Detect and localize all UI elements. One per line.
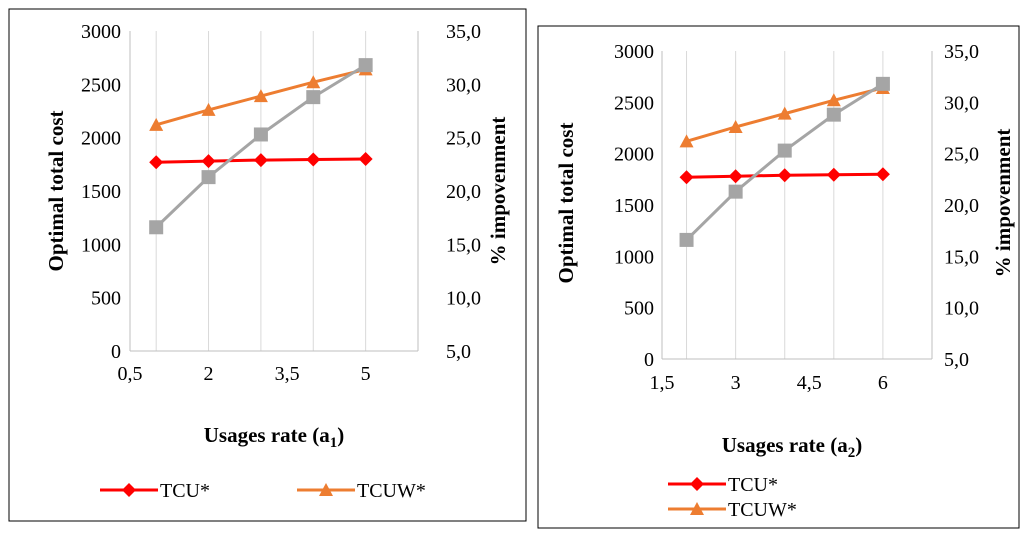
- data-point: [777, 143, 792, 158]
- y2-tick-label: 10,0: [446, 288, 481, 310]
- data-point: [777, 106, 792, 120]
- y-axis-title: Optimal total cost: [44, 111, 68, 272]
- y-tick-label: 2000: [81, 128, 121, 150]
- series-1: [149, 152, 373, 170]
- data-point: [358, 58, 373, 73]
- y-tick-label: 0: [644, 349, 654, 371]
- y2-axis-title: % impovenment: [486, 117, 510, 266]
- legend-marker: [319, 483, 333, 496]
- data-point: [826, 93, 841, 107]
- series-2: [149, 62, 373, 131]
- legend-label: TCU*: [728, 474, 778, 496]
- y-tick-label: 1000: [81, 234, 121, 256]
- data-point: [826, 167, 841, 182]
- y2-tick-label: 35,0: [446, 21, 481, 43]
- y2-tick-label: 20,0: [944, 195, 979, 217]
- y2-tick-label: 5,0: [446, 341, 471, 363]
- legend-item: TCU*: [668, 474, 778, 496]
- y2-tick-label: 30,0: [944, 92, 979, 114]
- x-axis-title: Usages rate (a1): [204, 423, 344, 451]
- chart-panel-2: 0 500 1000 1500 2000 2500 3000 5,0 10,0 15,0 20,0 2…: [537, 25, 1020, 529]
- y2-tick-label: 20,0: [446, 181, 481, 203]
- y-tick-label: 500: [91, 288, 121, 310]
- x-axis-title: Usages rate (a2): [722, 433, 862, 461]
- y-axis-title: Optimal total cost: [554, 123, 578, 284]
- y-tick-label: 2500: [81, 74, 121, 96]
- data-point: [679, 134, 694, 148]
- data-point: [728, 169, 743, 184]
- data-point: [201, 102, 216, 116]
- data-point: [149, 220, 164, 235]
- x-tick-label: 1,5: [650, 372, 675, 394]
- series-1: [679, 167, 890, 185]
- legend-marker: [690, 502, 704, 515]
- y-tick-label: 1500: [614, 195, 654, 217]
- data-point: [253, 153, 268, 168]
- legend-item: TCUW*: [668, 499, 797, 521]
- x-tick-label: 5: [361, 363, 371, 385]
- y-tick-label: 500: [624, 298, 654, 320]
- x-tick-label: 4,5: [797, 372, 822, 394]
- data-point: [149, 155, 164, 170]
- series-3: [149, 58, 373, 235]
- y-tick-label: 1000: [614, 246, 654, 268]
- data-point: [306, 152, 321, 167]
- x-tick-label: 2: [204, 363, 214, 385]
- y-tick-label: 2000: [614, 144, 654, 166]
- y2-axis-title: % impovenment: [991, 129, 1015, 278]
- data-point: [777, 168, 792, 183]
- x-tick-label: 6: [878, 372, 888, 394]
- data-point: [679, 170, 694, 185]
- y2-tick-label: 15,0: [446, 234, 481, 256]
- chart-panel-1: 0 500 1000 1500 2000 2500 3000 5,0 10,0 15,0 20,0 2…: [8, 8, 527, 522]
- legend-item: TCU*: [100, 480, 210, 502]
- y2-tick-label: 25,0: [446, 128, 481, 150]
- y2-tick-label: 30,0: [446, 74, 481, 96]
- data-point: [253, 89, 268, 103]
- data-point: [679, 232, 694, 247]
- data-point: [875, 76, 890, 91]
- data-point: [201, 170, 216, 185]
- legend-marker: [122, 483, 136, 497]
- data-point: [306, 90, 321, 105]
- y-tick-label: 0: [111, 341, 121, 363]
- y2-tick-label: 35,0: [944, 41, 979, 63]
- data-point: [306, 75, 321, 89]
- legend-label: TCUW*: [357, 480, 426, 502]
- y2-tick-label: 25,0: [944, 144, 979, 166]
- series-3: [679, 76, 890, 247]
- data-point: [253, 127, 268, 142]
- y-tick-label: 3000: [614, 41, 654, 63]
- y-tick-label: 1500: [81, 181, 121, 203]
- y-tick-label: 3000: [81, 21, 121, 43]
- y2-tick-label: 5,0: [944, 349, 969, 371]
- y2-tick-label: 15,0: [944, 246, 979, 268]
- data-point: [826, 107, 841, 122]
- data-point: [149, 117, 164, 131]
- legend-item: TCUW*: [297, 480, 426, 502]
- x-tick-label: 0,5: [118, 363, 143, 385]
- data-point: [201, 154, 216, 169]
- y-tick-label: 2500: [614, 92, 654, 114]
- data-point: [728, 119, 743, 133]
- data-point: [875, 167, 890, 182]
- data-point: [358, 152, 373, 166]
- legend-label: TCU*: [160, 480, 210, 502]
- data-point: [728, 184, 743, 199]
- legend-marker: [690, 477, 704, 491]
- y2-tick-label: 10,0: [944, 298, 979, 320]
- chart-frame: [537, 25, 1020, 529]
- x-tick-label: 3,5: [275, 363, 300, 385]
- x-tick-label: 3: [731, 372, 741, 394]
- legend-label: TCUW*: [728, 499, 797, 521]
